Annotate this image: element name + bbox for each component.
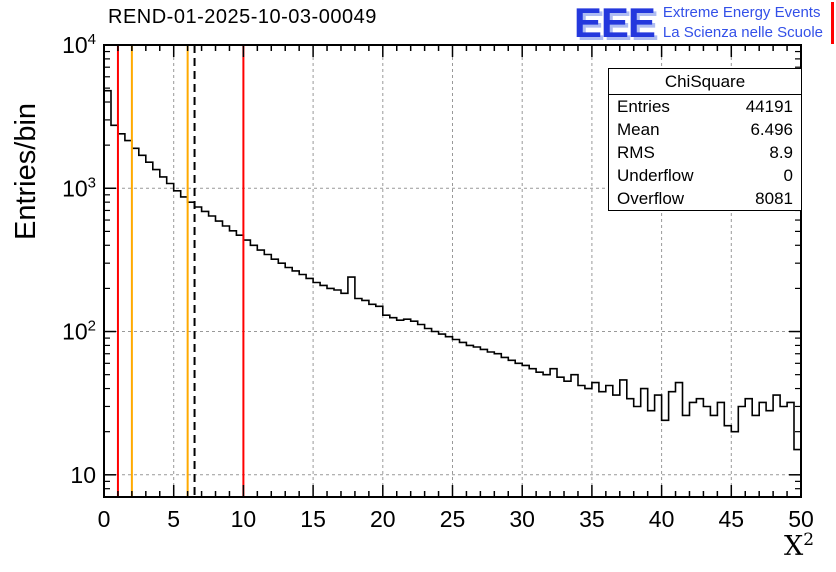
svg-text:102: 102 [62,318,96,345]
stats-value: 8081 [755,189,793,208]
eee-logo-line2: La Scienza nelle Scuole [662,24,823,41]
stats-value: 6.496 [750,120,793,139]
stats-row-underflow: Underflow 0 [609,164,801,187]
stats-row-entries: Entries 44191 [609,95,801,118]
svg-text:30: 30 [509,506,535,532]
stats-label: Underflow [617,166,694,185]
eee-logo-acronym: EEE [573,0,656,47]
svg-text:10: 10 [231,506,257,532]
eee-logo: EEE Extreme Energy Events La Scienza nel… [574,2,834,44]
svg-text:20: 20 [370,506,396,532]
eee-logo-line1: Extreme Energy Events [662,3,821,21]
stats-label: RMS [617,143,655,162]
stats-row-mean: Mean 6.496 [609,118,801,141]
stats-row-rms: RMS 8.9 [609,141,801,164]
svg-text:40: 40 [649,506,675,532]
y-axis-title-text: Entries/bin [10,102,42,240]
eee-logo-text: Extreme Energy Events La Scienza nelle S… [663,3,823,44]
svg-text:50: 50 [788,506,814,532]
svg-text:0: 0 [98,506,111,532]
stats-label: Mean [617,120,660,139]
svg-text:35: 35 [579,506,605,532]
stats-value: 0 [783,166,793,185]
svg-text:15: 15 [300,506,326,532]
stats-value: 8.9 [769,143,793,162]
logo-red-bar [831,2,834,44]
stats-label: Entries [617,97,670,116]
plot-title: REND-01-2025-10-03-00049 [108,6,377,28]
svg-text:25: 25 [440,506,466,532]
stats-row-overflow: Overflow 8081 [609,187,801,210]
stats-box: ChiSquare Entries 44191 Mean 6.496 RMS 8… [608,68,802,211]
stats-title: ChiSquare [609,69,801,95]
svg-text:103: 103 [62,174,96,201]
stats-label: Overflow [617,189,685,208]
svg-text:104: 104 [62,31,96,58]
svg-text:10: 10 [70,462,96,488]
svg-text:45: 45 [719,506,745,532]
x-axis-title-exponent: 2 [803,530,815,550]
x-axis-title: X2 [784,530,814,562]
stats-value: 44191 [745,97,793,116]
svg-text:5: 5 [167,506,180,532]
x-axis-title-text: X [784,531,804,562]
y-axis-title: Entries/bin [10,103,43,240]
